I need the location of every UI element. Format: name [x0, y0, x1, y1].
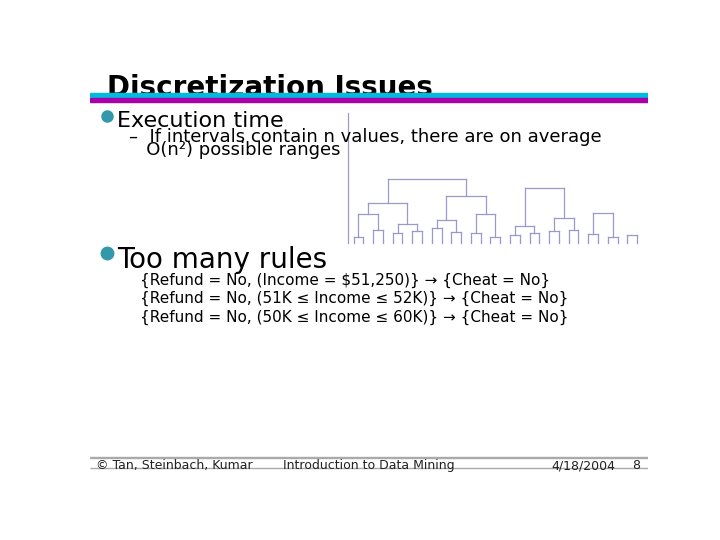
Bar	[90, 93, 648, 97]
Text: Execution time: Execution time	[117, 111, 284, 131]
Text: Introduction to Data Mining: Introduction to Data Mining	[283, 459, 455, 472]
Text: © Tan, Steinbach, Kumar: © Tan, Steinbach, Kumar	[96, 459, 253, 472]
Text: {Refund = No, (51K ≤ Income ≤ 52K)} → {Cheat = No}: {Refund = No, (51K ≤ Income ≤ 52K)} → {C…	[140, 291, 569, 306]
Bar	[90, 98, 648, 102]
Text: –  If intervals contain n values, there are on average: – If intervals contain n values, there a…	[129, 128, 601, 146]
Text: 4/18/2004: 4/18/2004	[551, 459, 615, 472]
Text: {Refund = No, (Income = $51,250)} → {Cheat = No}: {Refund = No, (Income = $51,250)} → {Che…	[140, 273, 551, 288]
Text: 8: 8	[632, 459, 641, 472]
Text: O(n²) possible ranges: O(n²) possible ranges	[129, 141, 341, 159]
Text: {Refund = No, (50K ≤ Income ≤ 60K)} → {Cheat = No}: {Refund = No, (50K ≤ Income ≤ 60K)} → {C…	[140, 309, 569, 325]
Text: Too many rules: Too many rules	[117, 246, 328, 274]
Text: Discretization Issues: Discretization Issues	[107, 74, 433, 102]
